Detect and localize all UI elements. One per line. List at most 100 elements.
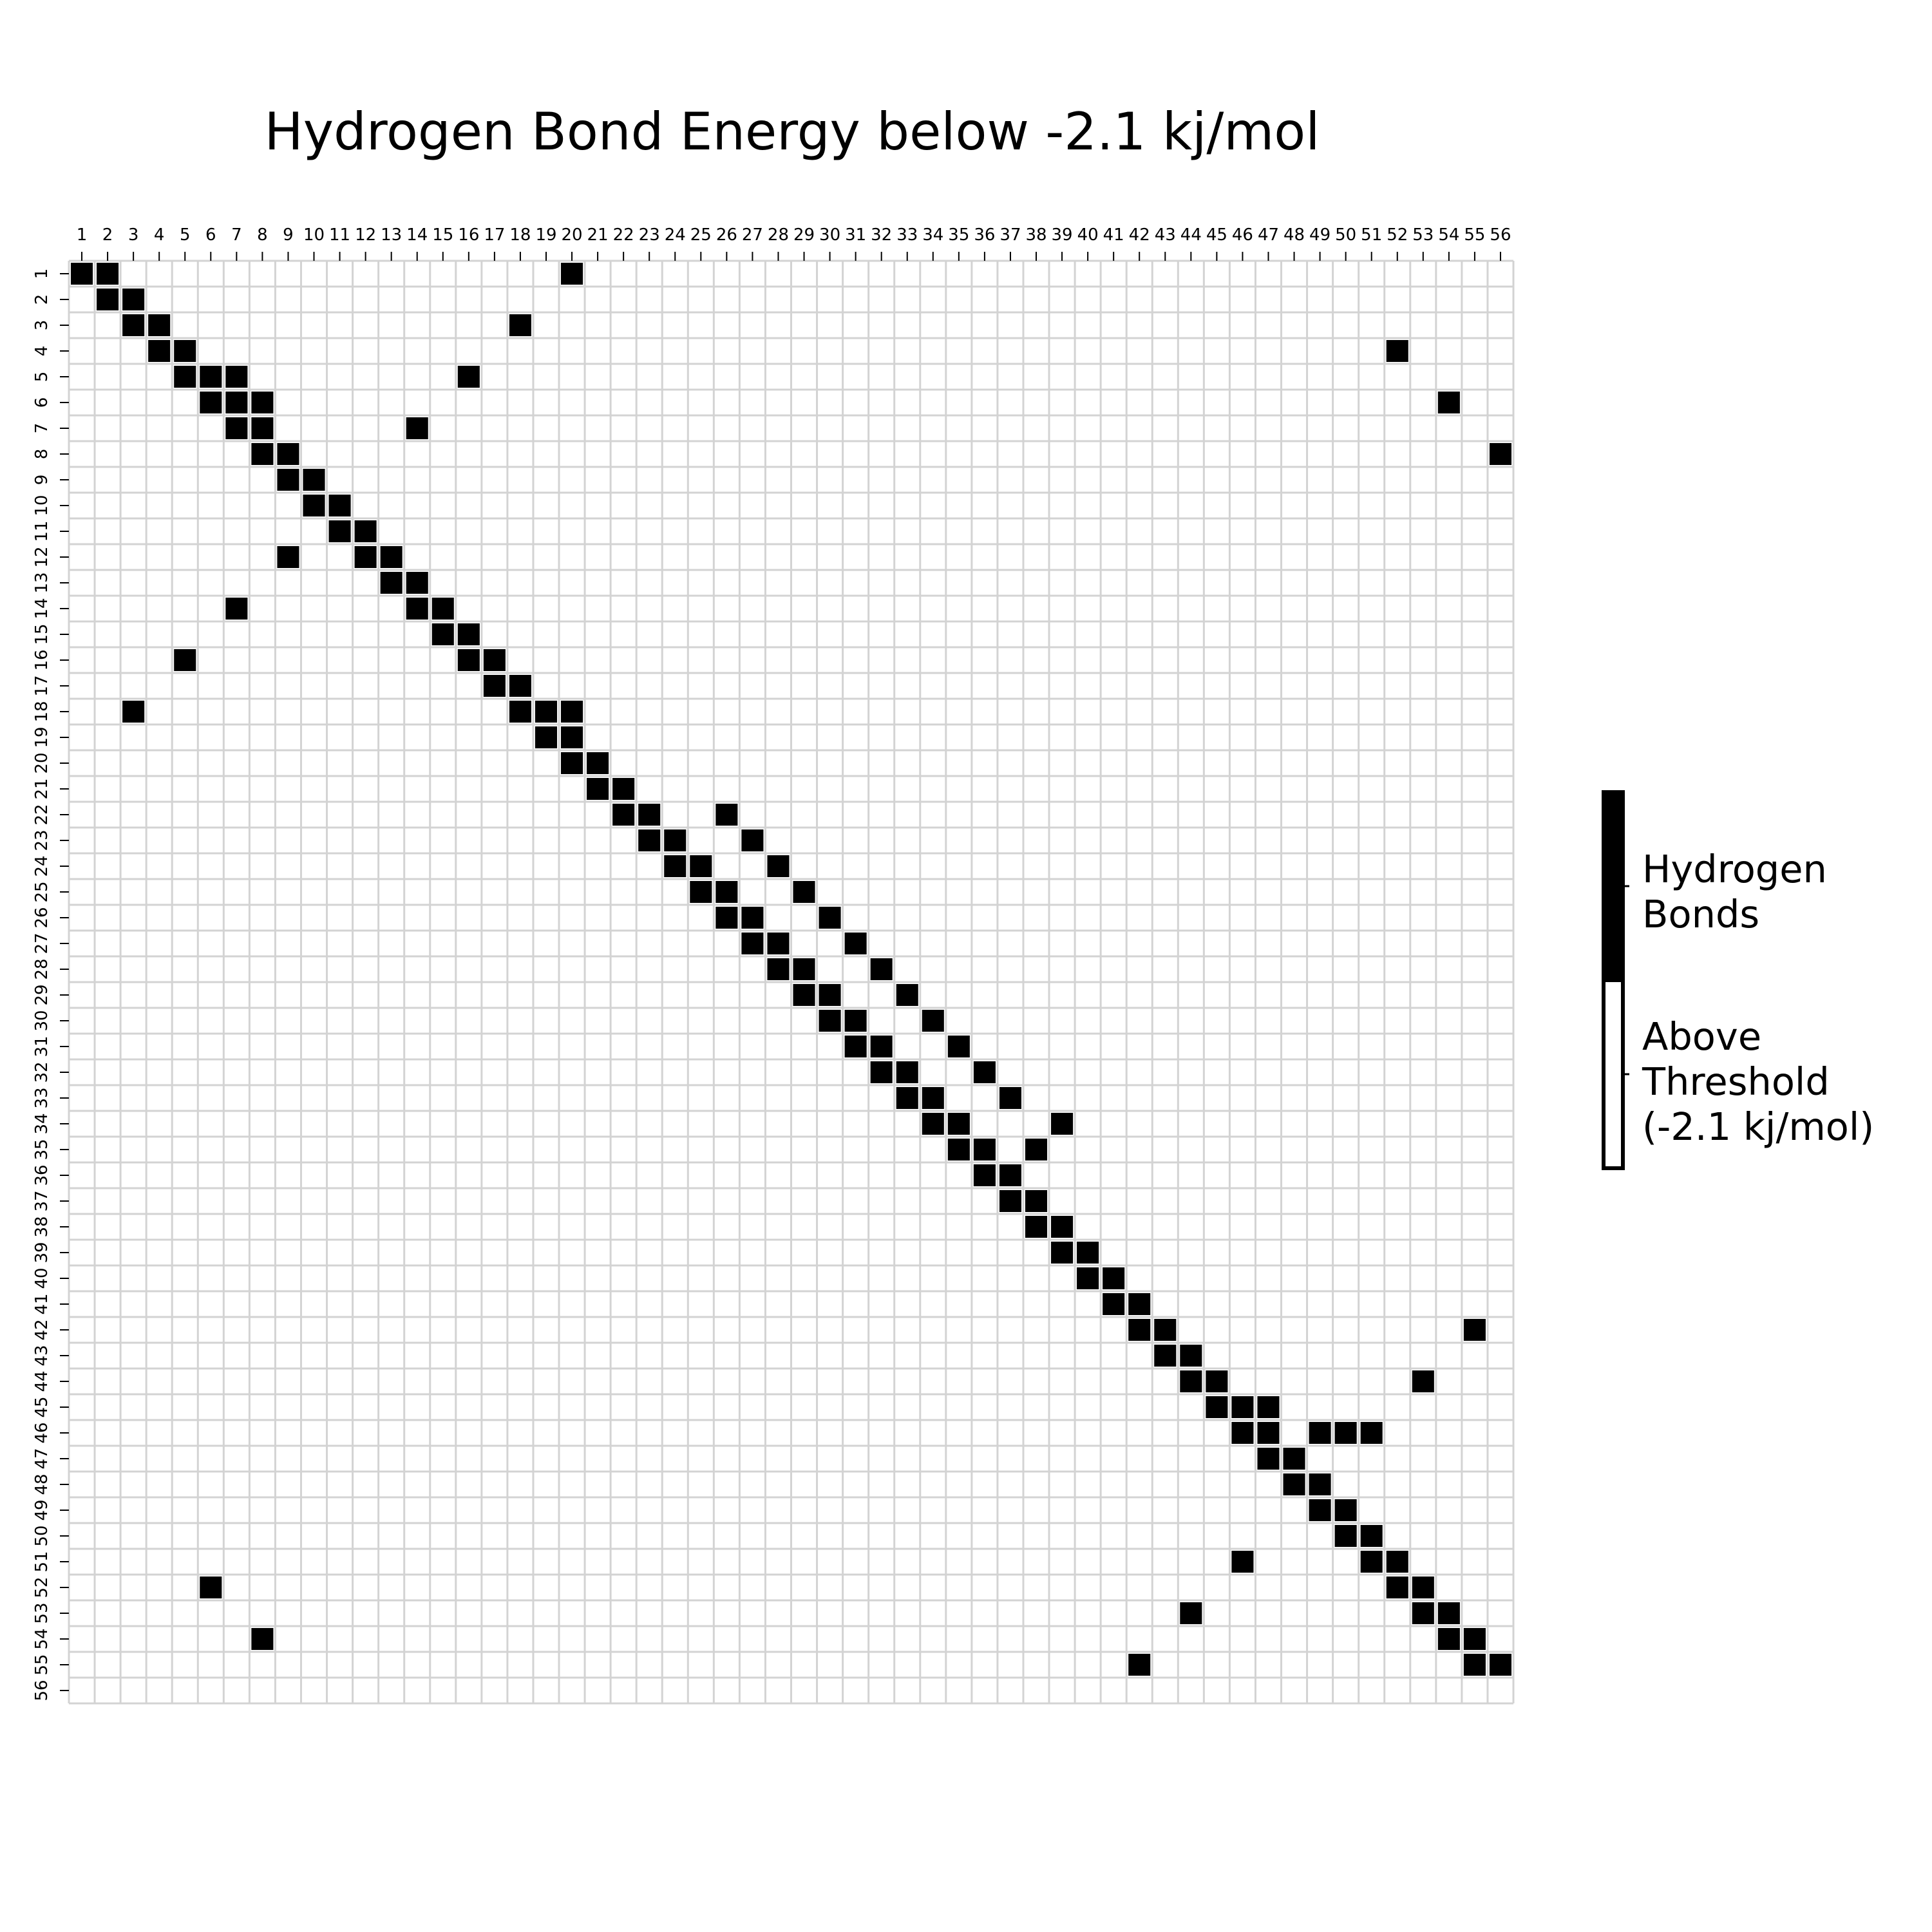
bond-cell-13-13 — [380, 572, 402, 594]
x-tick-label-22: 22 — [613, 225, 634, 245]
bond-cell-47-47 — [1257, 1448, 1280, 1470]
bond-cell-40-40 — [1077, 1267, 1099, 1289]
bond-cell-17-17 — [483, 675, 506, 697]
bond-cell-44-44 — [1180, 1370, 1202, 1392]
x-tick-label-40: 40 — [1077, 225, 1099, 245]
x-tick-label-55: 55 — [1464, 225, 1485, 245]
bond-cell-12-12 — [354, 546, 377, 568]
x-tick-label-2: 2 — [102, 225, 113, 245]
bond-cell-22-23 — [638, 804, 661, 826]
y-tick-label-11: 11 — [32, 520, 52, 542]
x-tick-label-54: 54 — [1438, 225, 1459, 245]
y-tick-label-32: 32 — [32, 1061, 52, 1083]
bond-cell-36-36 — [973, 1164, 996, 1186]
bond-cell-39-39 — [1051, 1242, 1074, 1264]
bond-cell-38-39 — [1051, 1216, 1074, 1238]
x-tick-label-17: 17 — [484, 225, 505, 245]
y-tick-label-36: 36 — [32, 1164, 52, 1186]
bond-cell-33-37 — [999, 1087, 1021, 1109]
bond-cell-33-34 — [922, 1087, 944, 1109]
y-tick-label-54: 54 — [32, 1628, 52, 1649]
x-tick-label-7: 7 — [231, 225, 242, 245]
x-tick-label-16: 16 — [458, 225, 479, 245]
y-tick-label-1: 1 — [32, 269, 52, 279]
y-tick-label-10: 10 — [32, 495, 52, 516]
bond-cell-39-40 — [1077, 1242, 1099, 1264]
legend-above-line1: Above — [1642, 1014, 1761, 1059]
bond-cell-28-28 — [767, 958, 790, 980]
bond-cell-34-34 — [922, 1113, 944, 1135]
bond-cell-18-20 — [561, 701, 583, 723]
bond-cell-28-32 — [870, 958, 893, 980]
y-tick-label-16: 16 — [32, 649, 52, 670]
y-tick-label-51: 51 — [32, 1551, 52, 1572]
bond-cell-41-42 — [1128, 1293, 1151, 1315]
x-tick-label-37: 37 — [999, 225, 1021, 245]
y-tick-label-40: 40 — [32, 1267, 52, 1289]
bond-cell-29-29 — [793, 984, 815, 1006]
y-tick-label-56: 56 — [32, 1680, 52, 1701]
y-tick-label-45: 45 — [32, 1396, 52, 1417]
x-tick-label-43: 43 — [1155, 225, 1176, 245]
x-tick-label-52: 52 — [1387, 225, 1408, 245]
x-tick-label-13: 13 — [381, 225, 402, 245]
bond-cell-22-22 — [612, 804, 635, 826]
bond-cell-51-52 — [1386, 1551, 1408, 1573]
y-tick-label-4: 4 — [32, 346, 52, 357]
x-tick-label-4: 4 — [154, 225, 165, 245]
bond-cell-14-7 — [225, 598, 248, 620]
bond-cell-8-9 — [277, 443, 299, 465]
x-tick-label-53: 53 — [1412, 225, 1434, 245]
bond-cell-40-41 — [1103, 1267, 1125, 1289]
chart-title: Hydrogen Bond Energy below -2.1 kj/mol — [265, 102, 1320, 162]
legend-label-above-threshold: Above Threshold (-2.1 kj/mol) — [1642, 1014, 1874, 1149]
x-tick-label-26: 26 — [716, 225, 737, 245]
bond-cell-35-36 — [973, 1139, 996, 1160]
bond-cell-37-37 — [999, 1190, 1021, 1212]
bond-cell-32-33 — [896, 1061, 918, 1083]
bond-cell-36-37 — [999, 1164, 1021, 1186]
y-tick-label-22: 22 — [32, 804, 52, 825]
bond-cell-20-21 — [587, 752, 609, 774]
y-tick-label-55: 55 — [32, 1654, 52, 1675]
legend-above-line2: Threshold — [1642, 1059, 1830, 1104]
x-tick-label-28: 28 — [768, 225, 789, 245]
y-tick-label-15: 15 — [32, 623, 52, 645]
bond-cell-8-56 — [1489, 443, 1511, 465]
x-axis-ticks: 1 2 3 4 5 6 7 8 9 10 11 12 13 14 15 16 17 18 19 20 21 22 23 24 2… — [77, 225, 1511, 261]
y-tick-label-2: 2 — [32, 294, 52, 305]
bond-cell-14-14 — [406, 598, 428, 620]
y-tick-label-20: 20 — [32, 752, 52, 773]
x-tick-label-23: 23 — [639, 225, 660, 245]
y-tick-label-9: 9 — [32, 475, 52, 486]
bond-cell-27-31 — [844, 933, 867, 954]
bond-cell-55-56 — [1489, 1654, 1511, 1676]
bond-cell-43-43 — [1154, 1345, 1177, 1367]
bond-cell-31-35 — [947, 1036, 970, 1057]
bond-cell-53-53 — [1412, 1602, 1434, 1624]
bond-cell-33-33 — [896, 1087, 918, 1109]
bond-cell-6-6 — [200, 392, 222, 413]
y-tick-label-49: 49 — [32, 1499, 52, 1520]
y-tick-label-21: 21 — [32, 778, 52, 799]
bond-cell-14-15 — [431, 598, 454, 620]
legend-label-hydrogen-bonds: Hydrogen Bonds — [1642, 847, 1839, 936]
bond-cell-12-9 — [277, 546, 299, 568]
bond-cell-49-50 — [1334, 1499, 1357, 1521]
bond-cell-5-16 — [457, 366, 480, 388]
bond-cell-47-48 — [1283, 1448, 1305, 1470]
x-tick-label-51: 51 — [1361, 225, 1382, 245]
x-tick-label-21: 21 — [587, 225, 609, 245]
y-tick-label-18: 18 — [32, 701, 52, 722]
y-tick-label-12: 12 — [32, 546, 52, 567]
bond-cell-34-39 — [1051, 1113, 1074, 1135]
y-tick-label-43: 43 — [32, 1345, 52, 1366]
bond-cell-50-51 — [1360, 1525, 1383, 1547]
x-tick-label-36: 36 — [974, 225, 995, 245]
legend-bonds-line1: Hydrogen — [1642, 847, 1827, 891]
bond-cell-46-50 — [1334, 1422, 1357, 1444]
bond-cell-21-21 — [587, 778, 609, 800]
bond-cell-46-46 — [1231, 1422, 1254, 1444]
x-tick-label-8: 8 — [257, 225, 268, 245]
